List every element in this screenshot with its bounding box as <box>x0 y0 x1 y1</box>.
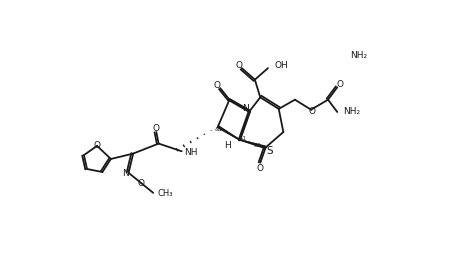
Text: O: O <box>213 81 221 90</box>
Text: OH: OH <box>274 61 288 70</box>
Text: O: O <box>152 124 159 134</box>
Polygon shape <box>240 140 266 148</box>
Text: O: O <box>257 164 264 173</box>
Text: CH₃: CH₃ <box>158 189 174 198</box>
Text: N: N <box>242 104 249 113</box>
Text: O: O <box>137 179 145 188</box>
Text: NH: NH <box>184 148 197 156</box>
Text: &1: &1 <box>239 136 246 141</box>
Text: NH₂: NH₂ <box>343 107 361 117</box>
Text: O: O <box>336 80 343 89</box>
Text: O: O <box>235 61 242 70</box>
Text: H: H <box>224 142 231 150</box>
Text: &1: &1 <box>253 143 261 148</box>
Text: &1: &1 <box>215 127 223 132</box>
Text: N: N <box>122 169 129 178</box>
Text: O: O <box>308 107 315 116</box>
Polygon shape <box>218 126 240 140</box>
Text: S: S <box>266 146 273 156</box>
Text: NH₂: NH₂ <box>350 51 367 60</box>
Text: O: O <box>94 141 101 149</box>
